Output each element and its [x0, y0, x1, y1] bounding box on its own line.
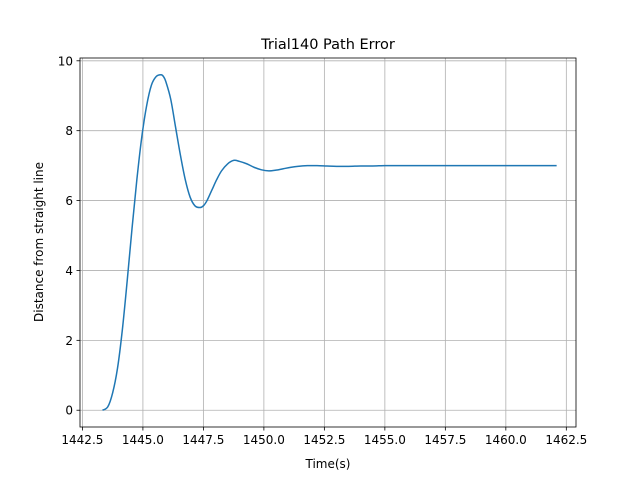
y-tick-label: 6 [65, 194, 73, 208]
y-axis-ticks: 0 2 4 6 8 10 [58, 54, 80, 418]
x-tick-label: 1447.5 [182, 433, 224, 447]
plot-series [102, 74, 557, 411]
x-tick-label: 1450.0 [243, 433, 285, 447]
y-tick-label: 4 [65, 264, 73, 278]
chart-title: Trial140 Path Error [260, 37, 395, 53]
grid-lines [80, 58, 576, 427]
y-tick-label: 8 [65, 124, 73, 138]
x-tick-label: 1457.5 [424, 433, 466, 447]
x-axis-label: Time(s) [305, 457, 351, 471]
x-tick-label: 1445.0 [122, 433, 164, 447]
x-tick-label: 1462.5 [545, 433, 587, 447]
y-axis-label: Distance from straight line [32, 162, 46, 322]
x-tick-label: 1455.0 [364, 433, 406, 447]
series-line [102, 74, 557, 411]
y-tick-label: 10 [58, 54, 73, 68]
x-axis-ticks: 1442.5 1445.0 1447.5 1450.0 1452.5 1455.0 1457… [61, 427, 587, 447]
plot-frame [79, 57, 577, 428]
y-tick-label: 2 [65, 334, 73, 348]
x-tick-label: 1442.5 [61, 433, 103, 447]
x-tick-label: 1452.5 [303, 433, 345, 447]
x-tick-label: 1460.0 [485, 433, 527, 447]
y-tick-label: 0 [65, 404, 73, 418]
